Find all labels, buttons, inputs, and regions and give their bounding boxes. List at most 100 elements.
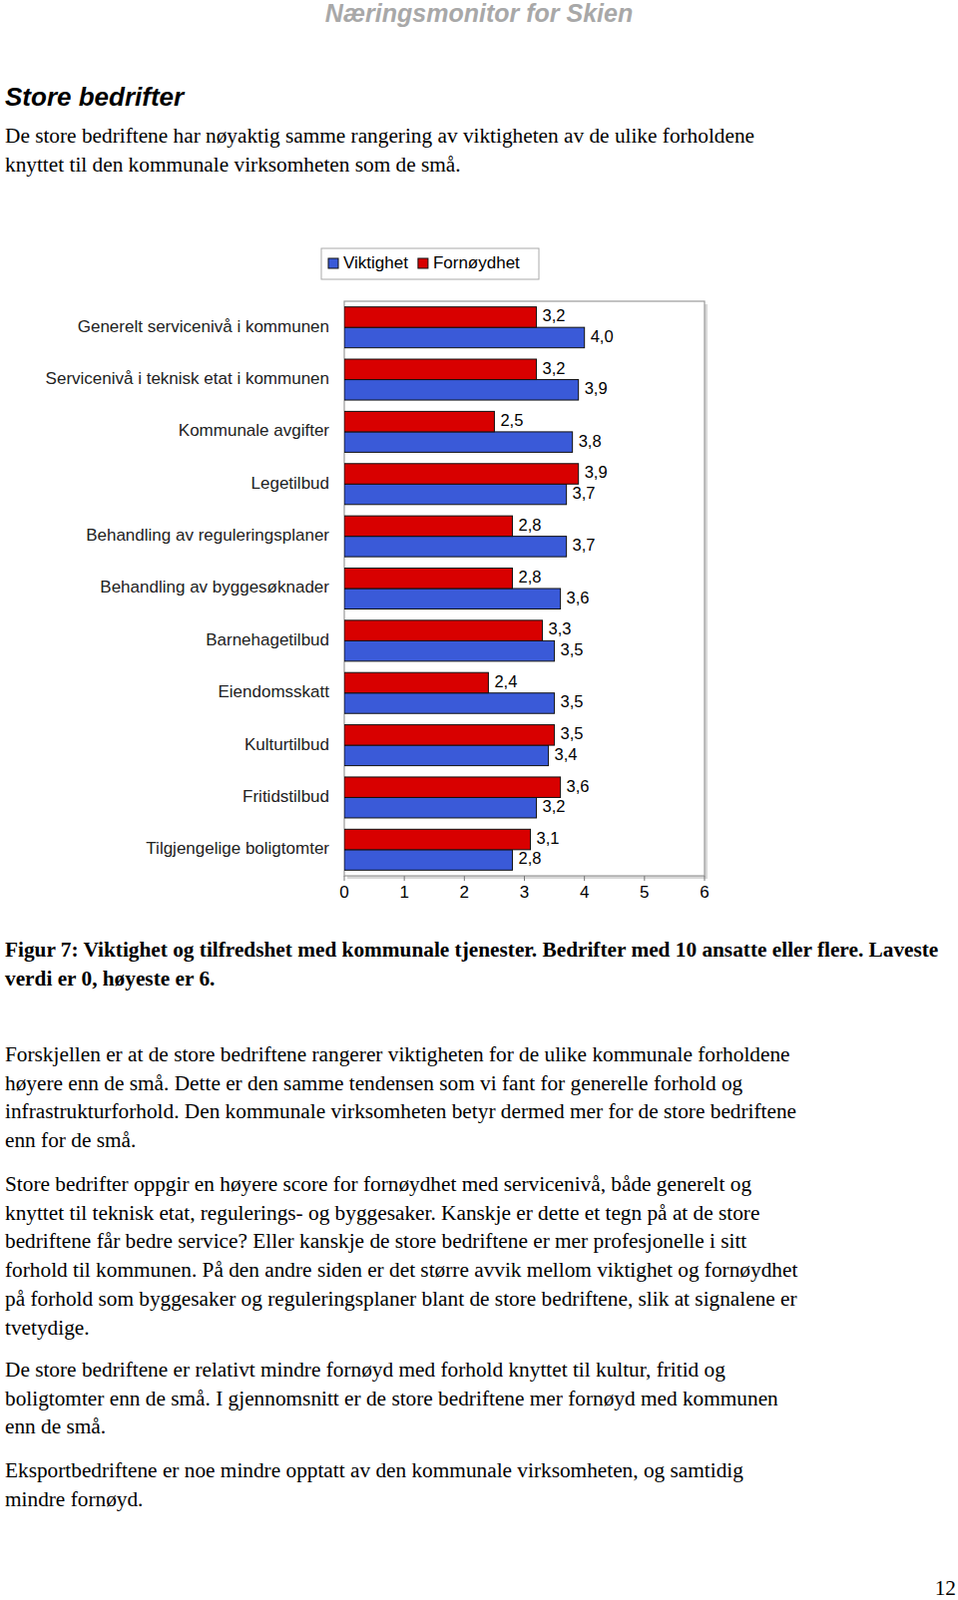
legend-label: Fornøydhet [433,253,520,273]
paragraph-line: bedriftene får bedre service? Eller kans… [4,1229,747,1254]
bar [344,411,494,433]
bar [344,515,512,537]
paragraph-line: infrastrukturforhold. Den kommunale virk… [4,1099,797,1124]
caption-line: verdi er 0, høyeste er 6. [4,966,215,991]
paragraph-line: enn de små. [4,1415,106,1439]
running-title: Næringsmonitor for Skien [0,0,958,26]
data-label: 3,1 [536,829,560,848]
data-label: 2,8 [517,849,541,868]
data-label: 3,4 [554,745,578,764]
legend-swatch [418,258,429,269]
paragraph-line: enn for de små. [4,1128,136,1153]
legend-box [321,248,539,280]
category-label: Fritidstilbud [242,787,330,807]
caption-line: Figur 7: Viktighet og tilfredshet med ko… [4,938,939,962]
bar [344,432,573,454]
paragraph-line: Store bedrifter oppgir en høyere score f… [4,1172,752,1197]
x-tick-label: 2 [460,883,470,903]
paragraph-line: mindre fornøyd. [4,1487,143,1512]
data-label: 3,6 [566,588,590,607]
paragraph-line: forhold til kommunen. På den andre siden… [4,1258,798,1283]
data-labels: 4,0 3,2 3,9 3,2 3,8 2,5 3,7 3,9 3,7 2,8 3,6 2,8 3,5 3… [493,306,613,868]
legend-label: Viktighet [343,253,409,273]
bar [344,568,512,590]
x-tick [464,876,466,882]
bar [344,777,561,799]
category-label: Kommunale avgifter [178,421,331,441]
paragraph-line: Eksportbedriftene er noe mindre opptatt … [4,1458,744,1483]
bar [344,829,531,851]
data-label: 3,7 [572,483,596,502]
category-label: Tilgjengelige boligtomter [145,839,330,859]
bar [344,620,543,642]
intro-line: knyttet til den kommunale virksomheten s… [4,152,462,177]
bar [344,640,555,662]
category-label: Generelt servicenivå i kommunen [77,317,330,337]
paragraph-line: på forhold som byggesaker og regulerings… [4,1287,798,1312]
x-tick-label: 3 [519,883,529,903]
x-tick [643,876,645,882]
data-label: 2,8 [517,515,541,534]
data-label: 3,2 [542,306,566,325]
paragraph-line: boligtomter enn de små. I gjennomsnitt e… [4,1387,779,1412]
bar [344,672,488,694]
data-label: 3,2 [542,797,566,816]
page-number: 12 [898,1576,957,1600]
data-label: 3,2 [542,359,566,378]
bar [344,464,579,485]
data-label: 4,0 [590,327,614,346]
x-tick-label: 4 [579,883,589,903]
bar [344,850,512,872]
data-label: 2,4 [493,672,517,691]
bar [344,693,555,715]
data-label: 3,7 [572,535,596,554]
bars [344,307,585,872]
data-label: 3,5 [560,692,584,711]
x-tick [583,876,585,882]
category-label: Servicenivå i teknisk etat i kommunen [45,369,330,389]
intro-line: De store bedriftene har nøyaktig samme r… [4,123,755,148]
category-label: Behandling av reguleringsplaner [85,525,330,545]
bar [344,725,555,747]
bar [344,380,579,402]
x-tick-label: 1 [399,883,409,903]
paragraph-line: tvetydige. [4,1316,90,1341]
bar [344,327,585,349]
data-label: 3,5 [560,640,584,659]
bar [344,307,537,329]
bar [344,483,567,505]
paragraph-line: Forskjellen er at de store bedriftene ra… [4,1042,791,1067]
data-label: 2,8 [517,567,541,586]
legend-swatch [328,258,339,269]
data-label: 3,5 [560,724,584,743]
data-label: 3,9 [584,379,608,398]
bar [344,797,537,819]
x-tick [344,876,346,882]
paragraph-line: høyere enn de små. Dette er den samme te… [4,1071,743,1096]
data-label: 3,3 [548,619,572,638]
paragraph-line: De store bedriftene er relativt mindre f… [4,1358,726,1383]
category-label: Eiendomsskatt [218,682,331,702]
section-title: Store bedrifter [4,82,184,111]
category-label: Legetilbud [251,474,330,493]
bar [344,745,549,767]
bar [344,588,561,610]
x-tick [704,876,706,882]
data-label: 3,8 [578,432,602,451]
bar [344,359,537,381]
chart: 01234564,03,23,93,23,82,53,73,93,72,83,6… [0,0,958,1600]
x-tick-label: 0 [339,883,349,903]
data-label: 2,5 [499,411,523,430]
category-label: Kulturtilbud [244,735,330,755]
data-label: 3,6 [566,777,590,796]
legend: Viktighet Fornøydhet [321,248,539,280]
category-label: Barnehagetilbud [205,630,330,650]
x-tick [404,876,406,882]
plot-frame [344,301,705,877]
x-tick-label: 5 [639,883,649,903]
x-tick-label: 6 [699,883,709,903]
bar [344,536,567,558]
category-label: Behandling av byggesøknader [99,577,330,597]
data-label: 3,9 [584,463,608,481]
paragraph-line: knyttet til teknisk etat, regulerings- o… [4,1201,760,1226]
